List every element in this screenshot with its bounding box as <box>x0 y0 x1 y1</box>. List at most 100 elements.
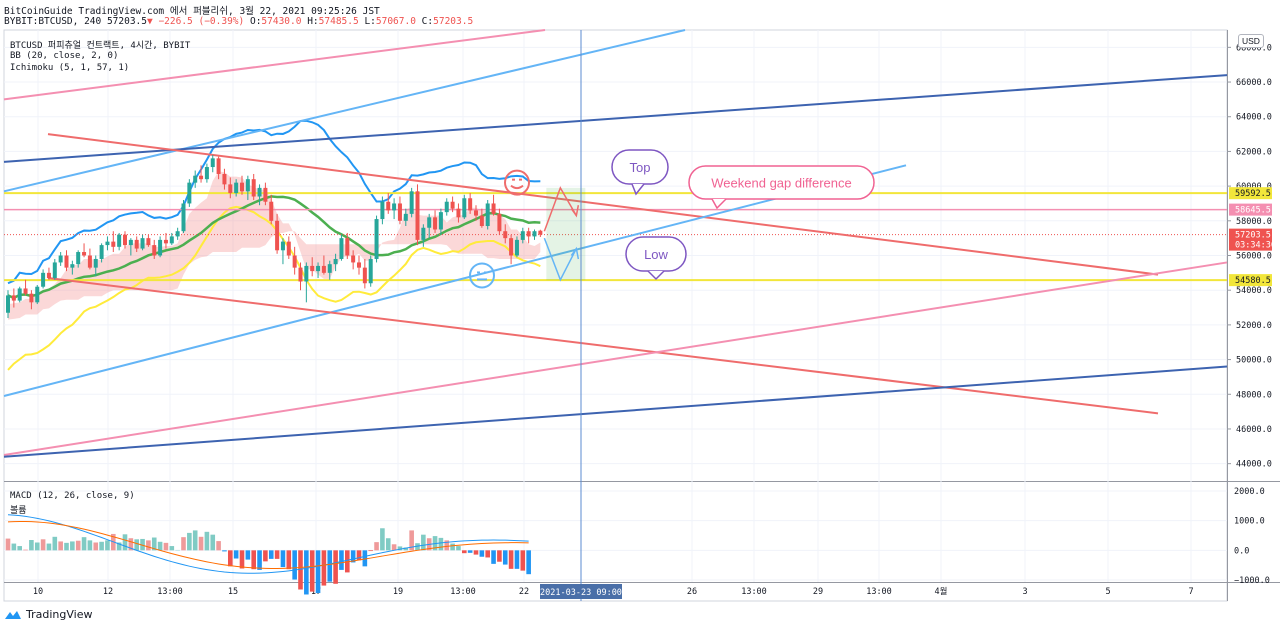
macd-histogram-bar <box>345 550 350 573</box>
bubble-text: Top <box>630 160 651 175</box>
macd-histogram-bar <box>17 546 22 551</box>
macd-histogram-bar <box>397 546 403 551</box>
footer-brand[interactable]: TradingView <box>4 608 92 621</box>
change-label: ▼ −226.5 (−0.39%) <box>147 16 245 27</box>
macd-histogram-bar <box>309 550 315 592</box>
macd-histogram-bar <box>146 540 151 551</box>
macd-histogram-bar <box>128 538 134 551</box>
y-tick-label: 66000.0 <box>1236 78 1272 88</box>
macd-tick-label: 1000.0 <box>1234 517 1265 527</box>
candle-body <box>450 201 455 209</box>
candle-body <box>199 175 204 180</box>
x-tick-label: 3 <box>1022 587 1027 597</box>
x-tick-label: 7 <box>1188 587 1193 597</box>
candle-body <box>117 234 122 247</box>
candle-body <box>468 198 473 211</box>
bearish-arrowhead <box>570 246 580 260</box>
candle-body <box>532 231 537 237</box>
macd-histogram-bar <box>438 537 444 551</box>
macd-histogram-bar <box>23 549 28 551</box>
macd-tick-label: 0.0 <box>1234 546 1249 556</box>
face-mouth <box>510 184 524 190</box>
macd-histogram-bar <box>374 542 379 551</box>
candle-body <box>152 245 157 256</box>
candle-body <box>29 293 34 303</box>
macd-histogram-bar <box>385 538 391 551</box>
face-outline <box>504 169 530 196</box>
candle-body <box>503 231 508 239</box>
y-tick-label: 60000.0 <box>1236 182 1272 192</box>
macd-histogram-bar <box>34 542 40 551</box>
macd-histogram-bar <box>339 550 344 570</box>
price-axis-label: 58645.5 <box>1235 206 1271 216</box>
macd-histogram-bar <box>122 534 128 551</box>
x-tick-label: 13:00 <box>157 587 183 597</box>
candle-body <box>123 234 127 246</box>
candle-body <box>99 245 104 259</box>
macd-line <box>7 514 529 574</box>
y-tick-label: 62000.0 <box>1236 147 1272 157</box>
bubble-tail <box>711 198 727 210</box>
candle-body <box>474 210 478 216</box>
macd-signal-line <box>7 520 529 569</box>
macd-histogram-bar <box>415 543 420 551</box>
price-axis-label-bg <box>1229 187 1272 200</box>
macd-histogram-bar <box>52 536 58 551</box>
candle-body <box>362 267 367 284</box>
crosshair-x-badge <box>540 584 622 599</box>
macd-histogram-bar <box>181 537 186 551</box>
macd-histogram-bar <box>467 550 473 553</box>
macd-histogram-bar <box>192 530 198 551</box>
macd-histogram-bar <box>222 550 227 552</box>
salmon-upper-trendline <box>47 133 1159 276</box>
macd-histogram-bar <box>491 550 496 564</box>
price-axis-label: 59592.5 <box>1235 189 1271 199</box>
bubble-text: Weekend gap difference <box>711 176 851 191</box>
candle-body <box>520 231 525 240</box>
candle-body <box>321 265 326 273</box>
bb-indicator-label[interactable]: BB (20, close, 2, 0) <box>10 51 119 61</box>
macd-histogram-bar <box>280 550 286 568</box>
x-tick-label: 5 <box>1105 587 1110 597</box>
candle-body <box>181 203 186 232</box>
bubble-outline <box>688 165 875 200</box>
candle-body <box>128 239 133 246</box>
ichimoku-indicator-label[interactable]: Ichimoku (5, 1, 57, 1) <box>10 63 130 73</box>
publish-info: BitCoinGuide TradingView.com 에서 퍼블리쉬, 3월… <box>4 6 380 17</box>
candle-body <box>169 236 174 244</box>
macd-histogram-bar <box>286 550 292 570</box>
candle-body <box>52 262 57 279</box>
candle-body <box>82 252 87 256</box>
y-tick-label: 58000.0 <box>1236 217 1272 227</box>
macd-histogram-bar <box>391 544 397 551</box>
candle-body <box>263 187 268 202</box>
macd-histogram-bar <box>105 540 110 551</box>
low-label: L: <box>364 16 376 27</box>
candle-body <box>357 262 361 268</box>
candle-body <box>438 212 443 230</box>
candle-body <box>64 255 69 268</box>
candle-body <box>514 239 519 256</box>
macd-tick-label: −1000.0 <box>1234 576 1270 586</box>
projection-box <box>546 187 586 281</box>
candle-body <box>158 239 163 256</box>
open-label: O: <box>249 16 262 27</box>
macd-indicator-label[interactable]: MACD (12, 26, close, 9) <box>10 491 135 501</box>
candle-body <box>70 264 75 268</box>
candle-body <box>163 239 168 244</box>
chart-title[interactable]: BTCUSD 퍼피츄얼 컨트랙트, 4시간, BYBIT <box>10 41 191 51</box>
ichimoku-base-line <box>7 195 541 300</box>
candle-body <box>310 265 315 272</box>
candle-body <box>87 255 92 268</box>
candle-body <box>368 258 373 284</box>
macd-histogram-bar <box>298 550 303 590</box>
candle-body <box>526 231 531 237</box>
macd-histogram-bar <box>134 539 139 551</box>
macd-histogram-bar <box>479 550 485 557</box>
macd-histogram-bar <box>409 530 414 551</box>
macd-histogram-bar <box>456 546 461 551</box>
candle-body <box>105 241 110 246</box>
currency-button[interactable]: USD <box>1238 34 1264 48</box>
bullish-arrowhead <box>570 205 580 218</box>
